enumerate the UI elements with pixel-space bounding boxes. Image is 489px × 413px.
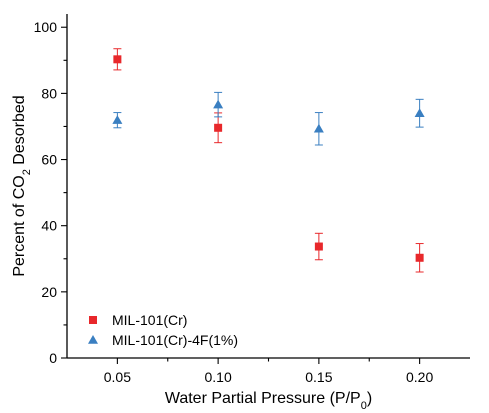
- x-axis-label-main: Water Partial Pressure (P/P: [165, 390, 361, 407]
- x-tick-label: 0.20: [406, 369, 433, 385]
- y-axis-label-end: Desorbed: [11, 95, 28, 169]
- data-point: [313, 123, 324, 133]
- x-tick-label: 0.15: [305, 369, 332, 385]
- data-point: [112, 115, 123, 124]
- legend-label: MIL-101(Cr): [112, 312, 187, 328]
- plot-area: 0.05 0.10 0.15 0.20 0 20 40 60 80 100: [34, 14, 470, 385]
- x-tick-label: 0.10: [205, 369, 232, 385]
- data-point: [414, 108, 425, 117]
- legend-entry-2: MIL-101(Cr)-4F(1%): [88, 332, 238, 348]
- x-tick-label: 0.05: [104, 369, 131, 385]
- series-1: [113, 48, 424, 273]
- y-tick-label: 100: [34, 19, 58, 35]
- y-tick-label: 60: [41, 152, 57, 168]
- legend-marker: [88, 335, 98, 344]
- data-point: [415, 253, 424, 262]
- y-axis-label-main: Percent of CO: [11, 175, 28, 276]
- y-ticks: 0 20 40 60 80 100: [34, 19, 67, 366]
- legend-marker: [89, 316, 97, 324]
- y-tick-label: 40: [41, 218, 57, 234]
- series-2: [112, 91, 425, 146]
- y-axis-label-subscript: 2: [21, 169, 33, 175]
- x-ticks: 0.05 0.10 0.15 0.20: [104, 358, 433, 385]
- legend-entry-1: MIL-101(Cr): [89, 312, 187, 328]
- legend-label: MIL-101(Cr)-4F(1%): [112, 332, 238, 348]
- x-axis-label-subscript: 0: [361, 400, 367, 412]
- legend: MIL-101(Cr) MIL-101(Cr)-4F(1%): [88, 312, 238, 348]
- x-axis-label: Water Partial Pressure (P/P0): [165, 390, 372, 412]
- y-tick-label: 20: [41, 284, 57, 300]
- y-axis-label: Percent of CO2 Desorbed: [11, 95, 33, 276]
- x-axis-label-end: ): [367, 390, 372, 407]
- data-marks: [112, 48, 425, 273]
- data-point: [214, 123, 223, 132]
- y-tick-label: 80: [41, 85, 57, 101]
- y-tick-label: 0: [49, 350, 57, 366]
- data-point: [213, 99, 224, 109]
- data-point: [314, 242, 323, 251]
- data-point: [113, 55, 122, 64]
